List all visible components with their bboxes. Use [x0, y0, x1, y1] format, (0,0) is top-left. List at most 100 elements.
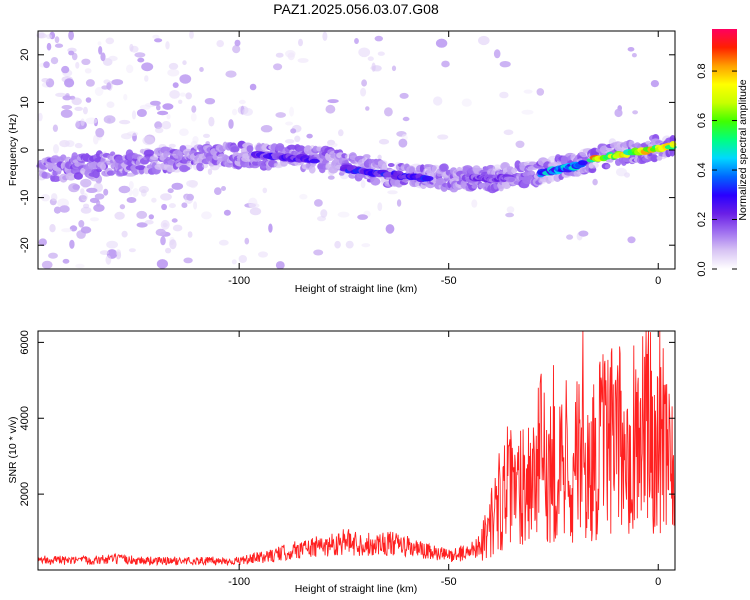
heatmap-cell [38, 238, 47, 246]
heatmap-cell [179, 74, 192, 84]
heatmap-cell [155, 228, 166, 236]
heatmap-cell [508, 177, 515, 182]
heatmap-cell [64, 78, 75, 88]
heatmap-cell [168, 203, 176, 209]
heatmap-cell [325, 104, 336, 114]
heatmap-cell [326, 142, 338, 148]
heatmap-cell [181, 202, 188, 208]
heatmap-cell [306, 133, 313, 139]
heatmap-cell [439, 163, 449, 172]
heatmap-cell [357, 214, 368, 220]
heatmap-cell [645, 140, 652, 145]
heatmap-cell [238, 255, 247, 263]
heatmap-cell [48, 252, 58, 259]
heatmap-cell [94, 87, 104, 96]
heatmap-cell [99, 250, 110, 256]
heatmap-cell [75, 263, 85, 269]
heatmap-cell [46, 34, 53, 40]
heatmap-cell [68, 30, 74, 41]
snr-y-label: SNR (10 * v/v) [7, 416, 19, 483]
heatmap-cell [154, 121, 163, 130]
heatmap-cell [37, 112, 43, 122]
heatmap-cell [297, 58, 309, 63]
heatmap-cell [40, 194, 51, 202]
x-tick-label: 0 [655, 576, 661, 588]
heatmap-cell [225, 70, 237, 78]
heatmap-cell [371, 62, 376, 72]
heatmap-cell [381, 163, 388, 172]
heatmap-cell [85, 79, 95, 87]
heatmap-cell [435, 38, 448, 48]
figure-title: PAZ1.2025.056.03.07.G08 [273, 1, 439, 17]
heatmap-cell [172, 224, 183, 232]
snr-frame [37, 330, 676, 571]
heatmap-cell [119, 119, 131, 125]
heatmap-cell [631, 53, 637, 58]
heatmap-cell [72, 184, 80, 190]
heatmap-cell [493, 49, 501, 59]
heatmap-cell [69, 239, 75, 249]
heatmap-cell [41, 171, 48, 179]
heatmap-cell [136, 222, 148, 228]
heatmap-cell [262, 187, 268, 194]
heatmap-cell [81, 58, 91, 65]
heatmap-cell [309, 158, 320, 164]
heatmap-cell [118, 185, 131, 194]
heatmap-cell [190, 112, 197, 122]
heatmap-cell [130, 45, 139, 53]
heatmap-cell [50, 57, 59, 65]
heatmap-cell [365, 106, 370, 111]
heatmap-cell [141, 62, 154, 72]
heatmap-cell [285, 121, 294, 126]
heatmap-cell [421, 175, 434, 182]
heatmap-cell [93, 204, 105, 212]
heatmap-cell [106, 101, 115, 108]
heatmap-cell [234, 39, 241, 47]
heatmap-cell [132, 188, 139, 197]
heatmap-cell [94, 193, 105, 200]
heatmap-cell [402, 116, 410, 122]
x-tick-label: -50 [441, 576, 457, 588]
heatmap-cell [71, 152, 78, 161]
heatmap-cell [503, 129, 514, 136]
heatmap-cell [156, 104, 161, 111]
heatmap-cell [246, 145, 254, 153]
heatmap-cell [71, 97, 82, 106]
heatmap-cell [89, 197, 100, 204]
heatmap-cell [360, 87, 367, 97]
heatmap-cell [162, 103, 174, 110]
heatmap-cell [232, 45, 241, 54]
heatmap-cell [54, 43, 64, 48]
heatmap-cell [199, 67, 204, 72]
heatmap-cell [361, 243, 371, 248]
heatmap-cell [166, 114, 171, 120]
heatmap-cell [314, 199, 323, 207]
heatmap-cell [320, 209, 328, 218]
heatmap-cell [317, 216, 326, 222]
heatmap-cell [172, 82, 179, 88]
heatmap-cell [123, 93, 128, 101]
heatmap-cell [384, 107, 393, 117]
heatmap-cell [358, 47, 371, 58]
colorbar-gradient [712, 29, 737, 269]
heatmap-cell [135, 165, 146, 171]
heatmap-cell [114, 211, 125, 220]
heatmap-cell [566, 234, 574, 240]
heatmap-cell [337, 211, 350, 218]
heatmap-cell [84, 68, 92, 74]
heatmap-cell [221, 186, 226, 191]
heatmap-cell [93, 134, 99, 145]
x-tick-label: -100 [228, 275, 250, 287]
heatmap-cell [650, 154, 659, 163]
heatmap-cell [192, 136, 199, 144]
heatmap-cell [169, 239, 177, 250]
heatmap-cell [137, 57, 145, 63]
heatmap-cell [189, 30, 194, 39]
heatmap-cell [110, 151, 116, 156]
heatmap-cell [148, 214, 154, 220]
heatmap-cell [494, 167, 501, 172]
heatmap-cell [100, 52, 106, 62]
heatmap-cell [82, 106, 88, 115]
heatmap-cell [398, 138, 408, 148]
heatmap-cell [152, 34, 160, 40]
